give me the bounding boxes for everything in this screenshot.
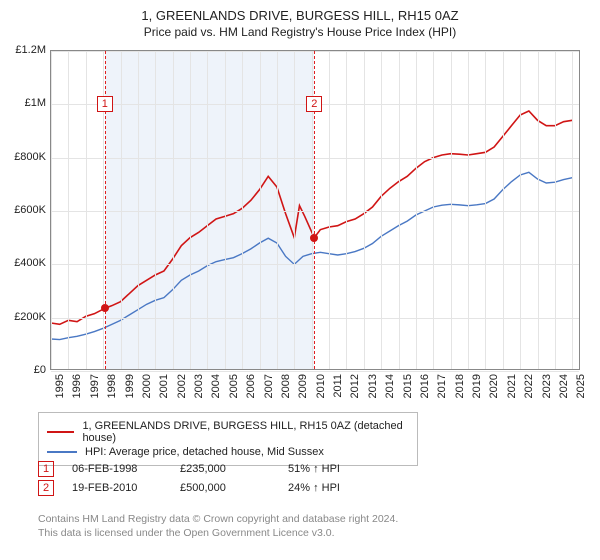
- gridline-v: [364, 51, 365, 369]
- ytick-label: £200K: [14, 311, 46, 323]
- chart: 12 £0£200K£400K£600K£800K£1M£1.2M1995199…: [50, 50, 580, 370]
- gridline-v: [121, 51, 122, 369]
- footer-line2: This data is licensed under the Open Gov…: [38, 526, 398, 540]
- gridline-v: [138, 51, 139, 369]
- gridline-v: [555, 51, 556, 369]
- xtick-label: 2021: [506, 374, 518, 398]
- xtick-label: 2019: [471, 374, 483, 398]
- ytick-label: £400K: [14, 257, 46, 269]
- ytick-label: £600K: [14, 204, 46, 216]
- page-title: 1, GREENLANDS DRIVE, BURGESS HILL, RH15 …: [10, 8, 590, 23]
- legend-row: 1, GREENLANDS DRIVE, BURGESS HILL, RH15 …: [47, 420, 409, 444]
- marker-date: 06-FEB-1998: [72, 463, 162, 475]
- xtick-label: 2022: [523, 374, 535, 398]
- legend-label: 1, GREENLANDS DRIVE, BURGESS HILL, RH15 …: [82, 420, 409, 444]
- marker-box: 1: [97, 96, 113, 112]
- gridline-v: [381, 51, 382, 369]
- xtick-label: 1997: [89, 374, 101, 398]
- gridline-v: [190, 51, 191, 369]
- ytick-label: £1M: [25, 97, 46, 109]
- xtick-label: 2020: [488, 374, 500, 398]
- gridline-v: [399, 51, 400, 369]
- legend-row: HPI: Average price, detached house, Mid …: [47, 446, 409, 458]
- xtick-label: 2023: [541, 374, 553, 398]
- xtick-label: 2009: [297, 374, 309, 398]
- xtick-label: 2024: [558, 374, 570, 398]
- xtick-label: 1996: [71, 374, 83, 398]
- gridline-v: [173, 51, 174, 369]
- xtick-label: 2025: [575, 374, 587, 398]
- gridline-v: [451, 51, 452, 369]
- gridline-v: [155, 51, 156, 369]
- xtick-label: 1995: [54, 374, 66, 398]
- marker-delta: 24% ↑ HPI: [288, 482, 378, 494]
- legend-label: HPI: Average price, detached house, Mid …: [85, 446, 324, 458]
- xtick-label: 2012: [349, 374, 361, 398]
- gridline-v: [346, 51, 347, 369]
- marker-dot: [310, 234, 318, 242]
- marker-table: 1 06-FEB-1998 £235,000 51% ↑ HPI 2 19-FEB-201…: [38, 458, 378, 499]
- marker-ref-box: 2: [38, 480, 54, 496]
- marker-price: £235,000: [180, 463, 270, 475]
- marker-box: 2: [306, 96, 322, 112]
- xtick-label: 2010: [315, 374, 327, 398]
- plot-area: 12: [50, 50, 580, 370]
- xtick-label: 2002: [176, 374, 188, 398]
- xtick-label: 2008: [280, 374, 292, 398]
- marker-table-row: 2 19-FEB-2010 £500,000 24% ↑ HPI: [38, 480, 378, 496]
- gridline-v: [538, 51, 539, 369]
- xtick-label: 2013: [367, 374, 379, 398]
- legend-swatch: [47, 431, 74, 433]
- gridline-v: [242, 51, 243, 369]
- xtick-label: 1999: [124, 374, 136, 398]
- ytick-label: £0: [34, 364, 46, 376]
- xtick-label: 2005: [228, 374, 240, 398]
- marker-ref-box: 1: [38, 461, 54, 477]
- marker-table-row: 1 06-FEB-1998 £235,000 51% ↑ HPI: [38, 461, 378, 477]
- xtick-label: 2016: [419, 374, 431, 398]
- gridline-v: [86, 51, 87, 369]
- xtick-label: 2000: [141, 374, 153, 398]
- xtick-label: 2007: [263, 374, 275, 398]
- marker-date: 19-FEB-2010: [72, 482, 162, 494]
- footer-line1: Contains HM Land Registry data © Crown c…: [38, 512, 398, 526]
- gridline-v: [416, 51, 417, 369]
- gridline-v: [277, 51, 278, 369]
- xtick-label: 2003: [193, 374, 205, 398]
- ytick-label: £800K: [14, 151, 46, 163]
- gridline-v: [294, 51, 295, 369]
- gridline-v: [51, 51, 52, 369]
- gridline-v: [225, 51, 226, 369]
- footer-attribution: Contains HM Land Registry data © Crown c…: [38, 512, 398, 540]
- xtick-label: 2001: [158, 374, 170, 398]
- marker-price: £500,000: [180, 482, 270, 494]
- gridline-v: [329, 51, 330, 369]
- gridline-v: [520, 51, 521, 369]
- gridline-v: [468, 51, 469, 369]
- gridline-v: [260, 51, 261, 369]
- xtick-label: 2011: [332, 374, 344, 398]
- xtick-label: 2017: [436, 374, 448, 398]
- xtick-label: 2014: [384, 374, 396, 398]
- xtick-label: 2006: [245, 374, 257, 398]
- gridline-h: [51, 371, 579, 372]
- marker-dot: [101, 304, 109, 312]
- xtick-label: 2004: [210, 374, 222, 398]
- ytick-label: £1.2M: [15, 44, 46, 56]
- gridline-v: [68, 51, 69, 369]
- marker-delta: 51% ↑ HPI: [288, 463, 378, 475]
- page-subtitle: Price paid vs. HM Land Registry's House …: [10, 25, 590, 39]
- xtick-label: 2015: [402, 374, 414, 398]
- gridline-v: [503, 51, 504, 369]
- gridline-v: [433, 51, 434, 369]
- legend-swatch: [47, 451, 77, 453]
- gridline-v: [572, 51, 573, 369]
- xtick-label: 2018: [454, 374, 466, 398]
- xtick-label: 1998: [106, 374, 118, 398]
- gridline-v: [207, 51, 208, 369]
- gridline-v: [485, 51, 486, 369]
